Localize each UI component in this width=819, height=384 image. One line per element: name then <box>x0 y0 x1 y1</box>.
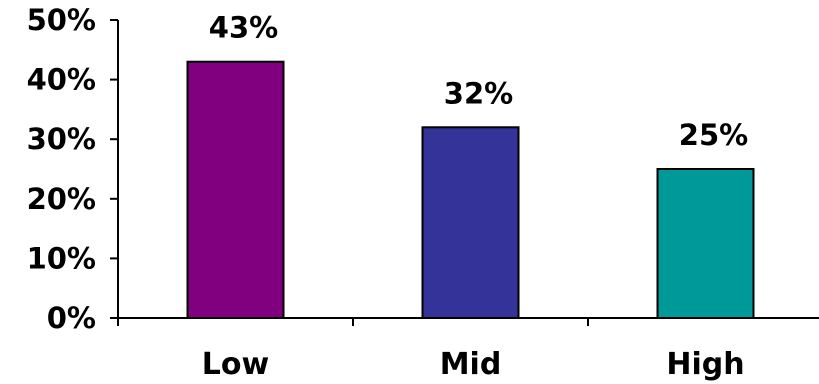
y-tick-label: 30% <box>27 122 96 156</box>
data-label-mid: 32% <box>444 76 513 110</box>
bar-high <box>656 168 755 319</box>
y-tick-label: 0% <box>47 301 96 335</box>
bar-low <box>186 60 285 319</box>
category-label-low: Low <box>202 347 269 382</box>
bar-mid <box>421 126 520 319</box>
y-tick-label: 20% <box>27 182 96 216</box>
y-tick-label: 40% <box>27 63 96 97</box>
data-label-high: 25% <box>679 118 748 152</box>
y-tick-label: 10% <box>27 241 96 275</box>
data-labels: 43% 32% 25% <box>209 11 748 152</box>
bar-series <box>186 60 755 319</box>
x-axis: Low Mid High <box>117 317 819 382</box>
data-label-low: 43% <box>209 11 278 45</box>
y-tick-label: 50% <box>27 3 96 37</box>
category-label-mid: Mid <box>440 347 502 382</box>
category-label-high: High <box>666 347 744 382</box>
y-axis: 0% 10% 20% 30% 40% 50% <box>27 3 119 335</box>
